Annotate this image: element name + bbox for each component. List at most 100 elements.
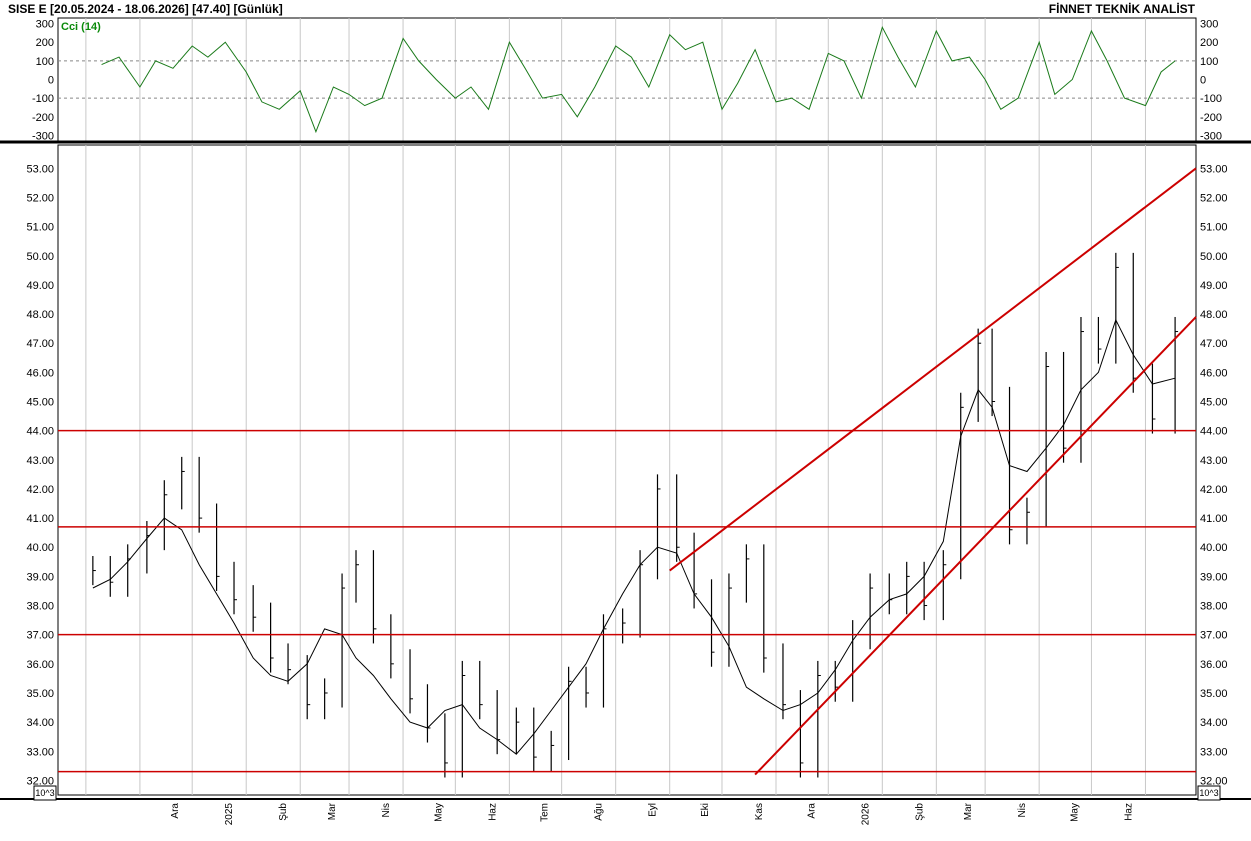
unit-box-right: [1197, 785, 1221, 801]
x-axis: Ara 2025 Şub Mar Nis May Haz Tem Ağu Eyl Eki Kas Ara…: [170, 802, 1134, 825]
price-ytick-label: 35.00: [26, 688, 54, 700]
cci-ytick-label: 0: [1200, 75, 1206, 87]
price-ytick-label: 36.00: [26, 659, 54, 671]
price-ytick-label: 50.00: [1200, 251, 1228, 263]
price-ytick-label: 33.00: [26, 746, 54, 758]
x-tick-label: Haz: [1124, 803, 1135, 821]
price-ytick-label: 52.00: [1200, 192, 1228, 204]
price-ytick-label: 35.00: [1200, 688, 1228, 700]
cci-ytick-label: -100: [32, 93, 54, 105]
cci-ytick-label: -300: [32, 130, 54, 142]
x-tick-label: Kas: [754, 803, 765, 820]
price-ytick-label: 38.00: [1200, 601, 1228, 613]
x-tick-label: Eki: [700, 803, 711, 817]
brand-label: FİNNET TEKNİK ANALİST: [1049, 1, 1196, 16]
support-resistance-lines: [58, 429, 1196, 773]
price-ytick-label: 37.00: [26, 630, 54, 642]
price-ytick-label: 42.00: [26, 484, 54, 496]
price-bars: [92, 252, 1179, 778]
cci-ytick-label: 0: [48, 75, 54, 87]
cci-panel: 300 200 100 0 -100 -200 -300 300 200 100 0 -100 -20…: [32, 17, 1222, 143]
price-ytick-label: 46.00: [26, 367, 54, 379]
cci-ytick-label: -200: [32, 112, 54, 124]
x-tick-label: Şub: [278, 803, 289, 821]
cci-ytick-label: 300: [36, 19, 54, 31]
cci-ytick-label: -300: [1200, 130, 1222, 142]
price-ytick-label: 33.00: [1200, 746, 1228, 758]
trend-channel-lines: [669, 167, 1197, 776]
x-tick-label: Nis: [1017, 803, 1028, 817]
price-yticks-right: 53.00 52.00 51.00 50.00 49.00 48.00 47.00 46.00…: [1200, 163, 1228, 787]
x-tick-label: May: [433, 803, 444, 822]
price-yticks-left: 53.00 52.00 51.00 50.00 49.00 48.00 47.00 46.00…: [26, 163, 54, 787]
price-ytick-label: 34.00: [26, 717, 54, 729]
price-grid: [85, 145, 1146, 795]
cci-yticks-right: 300 200 100 0 -100 -200 -300: [1200, 19, 1222, 143]
cci-title: Cci (14): [61, 21, 101, 33]
price-ytick-label: 51.00: [26, 222, 54, 234]
cci-levels: [58, 60, 1196, 99]
price-ytick-label: 43.00: [1200, 455, 1228, 467]
x-tick-label: Mar: [327, 802, 338, 820]
price-ytick-label: 49.00: [26, 280, 54, 292]
unit-box-left: [33, 785, 57, 801]
x-tick-label: Ara: [806, 803, 817, 819]
price-ytick-label: 44.00: [1200, 426, 1228, 438]
x-tick-label: Ağu: [594, 803, 605, 821]
price-ytick-label: 37.00: [1200, 630, 1228, 642]
price-ytick-label: 32.00: [26, 775, 54, 787]
price-ytick-label: 40.00: [26, 542, 54, 554]
price-ytick-label: 50.00: [26, 251, 54, 263]
price-ytick-label: 44.00: [26, 426, 54, 438]
x-tick-label: Nis: [381, 803, 392, 817]
price-ytick-label: 43.00: [26, 455, 54, 467]
price-ytick-label: 52.00: [26, 192, 54, 204]
price-ytick-label: 53.00: [26, 163, 54, 175]
price-ytick-label: 47.00: [1200, 338, 1228, 350]
price-plot-frame: [57, 144, 1197, 796]
price-ytick-label: 45.00: [26, 397, 54, 409]
price-ytick-label: 34.00: [1200, 717, 1228, 729]
price-ytick-label: 39.00: [1200, 571, 1228, 583]
moving-average-line: [92, 318, 1176, 755]
cci-ytick-label: 100: [1200, 56, 1218, 68]
unit-label-left: 10^3: [35, 788, 54, 798]
x-tick-label: Mar: [963, 802, 974, 820]
price-ytick-label: 53.00: [1200, 163, 1228, 175]
price-ytick-label: 48.00: [1200, 309, 1228, 321]
x-tick-label: Eyl: [648, 803, 659, 817]
trendline: [669, 167, 1197, 572]
cci-ytick-label: 200: [36, 37, 54, 49]
price-ytick-label: 40.00: [1200, 542, 1228, 554]
price-panel: 53.00 52.00 51.00 50.00 49.00 48.00 47.00 46.00…: [26, 144, 1228, 796]
price-ytick-label: 46.00: [1200, 367, 1228, 379]
cci-ytick-label: -200: [1200, 112, 1222, 124]
price-ytick-label: 49.00: [1200, 280, 1228, 292]
cci-ytick-label: 200: [1200, 37, 1218, 49]
price-ytick-label: 42.00: [1200, 484, 1228, 496]
price-ytick-label: 32.00: [1200, 775, 1228, 787]
x-tick-label: May: [1069, 803, 1080, 822]
price-ytick-label: 47.00: [26, 338, 54, 350]
cci-ytick-label: 300: [1200, 19, 1218, 31]
x-tick-label: Ara: [170, 803, 181, 819]
cci-ytick-label: 100: [36, 56, 54, 68]
x-tick-label: 2026: [860, 803, 871, 826]
x-tick-label: 2025: [224, 803, 235, 826]
unit-label-right: 10^3: [1199, 788, 1218, 798]
chart-header-title: SISE E [20.05.2024 - 18.06.2026] [47.40]…: [8, 2, 283, 16]
price-ytick-label: 39.00: [26, 571, 54, 583]
x-tick-label: Haz: [487, 803, 498, 821]
cci-plot-frame: [57, 17, 1197, 142]
x-tick-label: Şub: [914, 803, 925, 821]
cci-ytick-label: -100: [1200, 93, 1222, 105]
cci-yticks-left: 300 200 100 0 -100 -200 -300: [32, 19, 54, 143]
price-ytick-label: 51.00: [1200, 222, 1228, 234]
price-ytick-label: 45.00: [1200, 397, 1228, 409]
price-ytick-label: 48.00: [26, 309, 54, 321]
price-ytick-label: 38.00: [26, 601, 54, 613]
trendline: [754, 316, 1197, 776]
x-tick-label: Tem: [540, 803, 551, 822]
price-ytick-label: 41.00: [26, 513, 54, 525]
